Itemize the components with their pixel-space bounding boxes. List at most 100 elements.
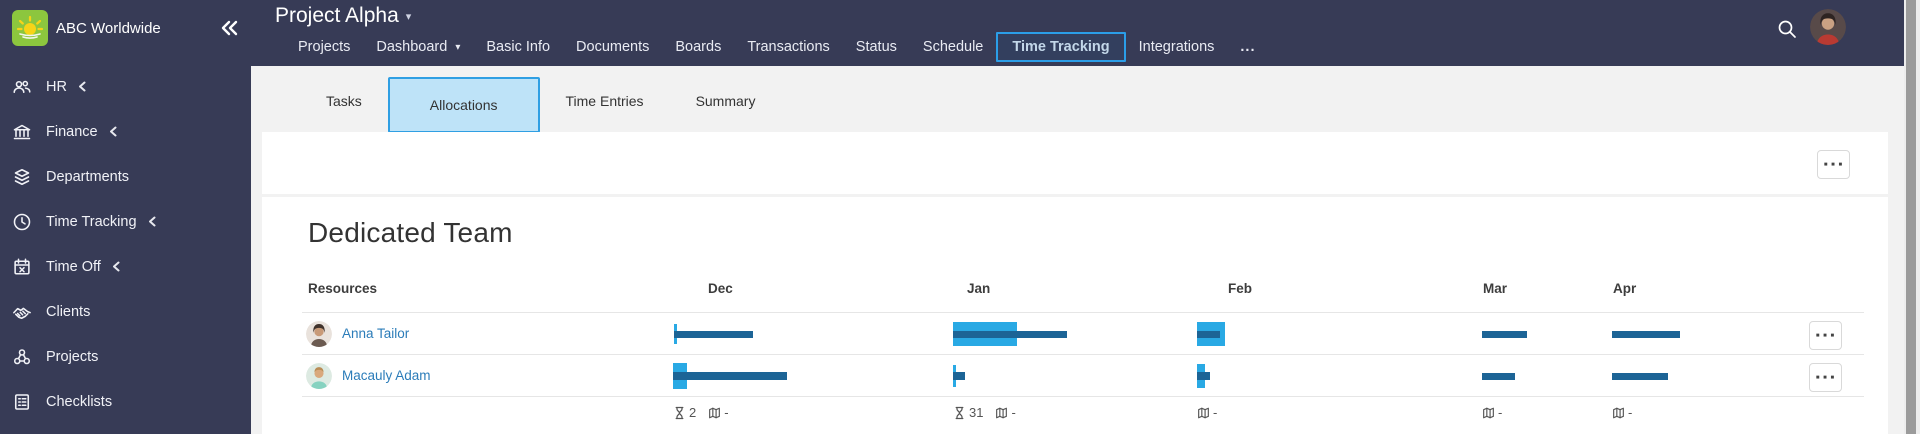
- allocation-bar-mar[interactable]: [1482, 372, 1515, 380]
- chevron-left-icon: [147, 216, 158, 227]
- column-header-apr: Apr: [1613, 281, 1637, 296]
- dedicated-team-panel: Dedicated Team Resources Dec Jan Feb Mar Apr…: [262, 197, 1888, 434]
- divider: [302, 354, 1864, 355]
- hourglass-icon: [953, 406, 966, 420]
- header-tab-basic-info[interactable]: Basic Info: [473, 34, 563, 60]
- people-icon: [12, 77, 32, 97]
- summary-item: -: [1482, 405, 1502, 420]
- summary-item: -: [995, 405, 1016, 420]
- header-tab-label: Time Tracking: [1012, 39, 1110, 55]
- summary-value: -: [1011, 405, 1016, 420]
- sidebar-item-hr[interactable]: HR: [0, 64, 251, 109]
- resource-name-link[interactable]: Macauly Adam: [342, 368, 431, 383]
- cluster-icon: [12, 347, 32, 367]
- subtab-summary[interactable]: Summary: [670, 79, 782, 123]
- sidebar-item-label: Checklists: [46, 393, 113, 410]
- sidebar-item-label: Departments: [46, 168, 130, 185]
- sidebar-nav: HR Finance Departments Time Tracking Time Of…: [0, 64, 251, 424]
- double-chevron-left-icon[interactable]: [219, 18, 239, 38]
- header-tab-label: Boards: [675, 39, 722, 55]
- summary-value: -: [1628, 405, 1633, 420]
- header-tab-documents[interactable]: Documents: [563, 34, 662, 60]
- sidebar-item-label: Projects: [46, 348, 99, 365]
- header-tab-schedule[interactable]: Schedule: [910, 34, 996, 60]
- sidebar-item-time-off[interactable]: Time Off: [0, 244, 251, 289]
- clock-icon: [12, 212, 32, 232]
- header-tab-label: Schedule: [922, 39, 984, 55]
- column-header-feb: Feb: [1228, 281, 1253, 296]
- header-tab-label: Documents: [576, 39, 650, 55]
- column-header-mar: Mar: [1483, 281, 1508, 296]
- divider: [302, 396, 1864, 397]
- chevron-left-icon: [77, 81, 88, 92]
- brand: ABC Worldwide: [0, 0, 251, 56]
- book-icon: [995, 406, 1008, 420]
- header-tab-integrations[interactable]: Integrations: [1126, 34, 1228, 60]
- allocation-bar-jan[interactable]: [953, 372, 965, 380]
- summary-cell-dec: 2-: [673, 405, 729, 420]
- sidebar-item-time-tracking[interactable]: Time Tracking: [0, 199, 251, 244]
- sidebar-item-clients[interactable]: Clients: [0, 289, 251, 334]
- user-avatar[interactable]: [1810, 9, 1846, 45]
- header-tab-transactions[interactable]: Transactions: [734, 34, 842, 60]
- handshake-icon: [12, 302, 32, 322]
- vertical-scrollbar[interactable]: [1904, 0, 1920, 434]
- column-header-dec: Dec: [708, 281, 733, 296]
- summary-item: 2: [673, 405, 696, 420]
- subtab-label: Tasks: [326, 92, 362, 109]
- allocation-bar-jan[interactable]: [953, 330, 1067, 338]
- toolbar-more-button[interactable]: ■ ■ ■: [1817, 150, 1850, 179]
- header-tabs: Projects Dashboard ▾ Basic Info Documents Boa…: [285, 30, 1269, 64]
- workspace-name: ABC Worldwide: [56, 19, 161, 37]
- project-title-menu[interactable]: Project Alpha ▾: [275, 4, 411, 28]
- subtab-tasks[interactable]: Tasks: [300, 79, 388, 123]
- avatar-macauly-adam: [306, 363, 332, 389]
- divider: [302, 312, 1864, 313]
- row-more-button[interactable]: ■ ■ ■: [1809, 363, 1842, 392]
- subtab-time-entries[interactable]: Time Entries: [540, 79, 670, 123]
- hourglass-icon: [673, 406, 686, 420]
- panel-heading: Dedicated Team: [308, 217, 513, 248]
- book-icon: [1482, 406, 1495, 420]
- sidebar-item-finance[interactable]: Finance: [0, 109, 251, 154]
- header-tab-status[interactable]: Status: [843, 34, 910, 60]
- summary-cell-apr: -: [1612, 405, 1632, 420]
- allocation-bar-dec[interactable]: [673, 372, 787, 380]
- allocation-bar-mar[interactable]: [1482, 330, 1527, 338]
- summary-value: -: [724, 405, 729, 420]
- summary-cell-feb: -: [1197, 405, 1217, 420]
- scrollbar-thumb[interactable]: [1906, 0, 1916, 434]
- summary-value: -: [1213, 405, 1218, 420]
- header-tab-label: Projects: [298, 39, 351, 55]
- subtab-label: Allocations: [429, 96, 498, 113]
- sub-tabs: Tasks Allocations Time Entries Summary: [300, 66, 781, 135]
- header-tab-dashboard[interactable]: Dashboard ▾: [363, 34, 473, 60]
- sidebar-item-projects[interactable]: Projects: [0, 334, 251, 379]
- more-dots-icon: ■ ■ ■: [1815, 332, 1836, 339]
- header-tab-more[interactable]: ...: [1227, 34, 1268, 60]
- summary-value: 31: [969, 405, 984, 420]
- sidebar-item-checklists[interactable]: Checklists: [0, 379, 251, 424]
- allocation-bar-dec[interactable]: [674, 330, 753, 338]
- more-dots-icon: ■ ■ ■: [1815, 374, 1836, 381]
- bank-icon: [12, 122, 32, 142]
- header-tab-time-tracking[interactable]: Time Tracking: [996, 32, 1126, 62]
- row-more-button[interactable]: ■ ■ ■: [1809, 321, 1842, 350]
- column-header-jan: Jan: [967, 281, 991, 296]
- resource-row-anna-tailor: Anna Tailor ■ ■ ■: [262, 313, 1888, 355]
- sidebar-item-label: Time Tracking: [46, 213, 137, 230]
- allocation-bar-apr[interactable]: [1612, 372, 1668, 380]
- allocation-bar-apr[interactable]: [1612, 330, 1680, 338]
- subtab-allocations[interactable]: Allocations: [387, 76, 540, 133]
- search-icon[interactable]: [1776, 18, 1798, 40]
- resource-name-link[interactable]: Anna Tailor: [342, 326, 410, 341]
- header-tab-label: Status: [855, 39, 897, 55]
- header-tab-projects[interactable]: Projects: [285, 34, 363, 60]
- subtab-label: Summary: [695, 92, 756, 109]
- allocation-bar-feb[interactable]: [1197, 330, 1220, 338]
- allocation-bar-feb[interactable]: [1197, 372, 1210, 380]
- header-tab-boards[interactable]: Boards: [662, 34, 734, 60]
- header-tab-label: Integrations: [1138, 39, 1215, 55]
- summary-item: -: [1612, 405, 1632, 420]
- sidebar-item-departments[interactable]: Departments: [0, 154, 251, 199]
